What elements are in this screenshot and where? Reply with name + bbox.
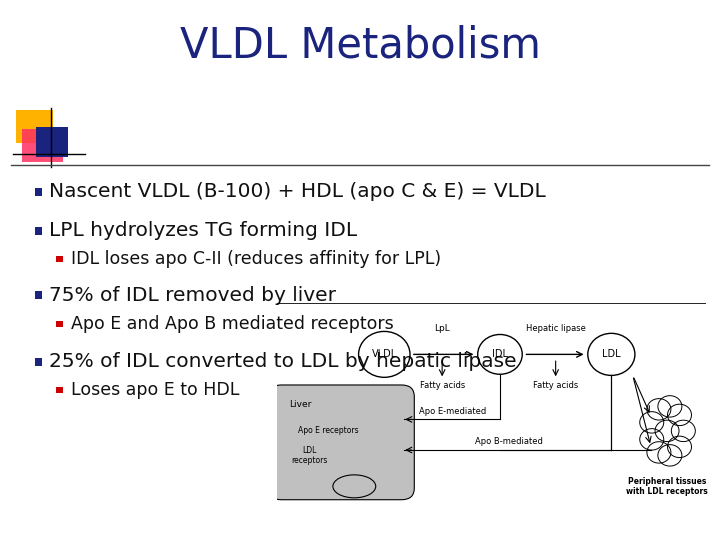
FancyBboxPatch shape bbox=[269, 385, 414, 500]
Text: Hepatic lipase: Hepatic lipase bbox=[526, 325, 585, 333]
Text: Fatty acids: Fatty acids bbox=[420, 381, 464, 390]
Text: IDL loses apo C-II (reduces affinity for LPL): IDL loses apo C-II (reduces affinity for… bbox=[71, 250, 441, 268]
FancyBboxPatch shape bbox=[56, 321, 63, 327]
Text: 25% of IDL converted to LDL by hepatic lipase: 25% of IDL converted to LDL by hepatic l… bbox=[49, 352, 516, 372]
Text: Apo B-mediated: Apo B-mediated bbox=[474, 437, 542, 446]
FancyBboxPatch shape bbox=[35, 358, 42, 366]
FancyBboxPatch shape bbox=[56, 387, 63, 393]
Text: Peripheral tissues
with LDL receptors: Peripheral tissues with LDL receptors bbox=[626, 477, 708, 496]
Text: LDL: LDL bbox=[602, 349, 621, 360]
Text: Nascent VLDL (B-100) + HDL (apo C & E) = VLDL: Nascent VLDL (B-100) + HDL (apo C & E) =… bbox=[49, 182, 546, 201]
Ellipse shape bbox=[333, 475, 376, 498]
FancyBboxPatch shape bbox=[16, 110, 53, 143]
FancyBboxPatch shape bbox=[56, 256, 63, 262]
Text: VLDL: VLDL bbox=[372, 349, 397, 360]
FancyBboxPatch shape bbox=[36, 127, 68, 157]
Text: LPL hydrolyzes TG forming IDL: LPL hydrolyzes TG forming IDL bbox=[49, 221, 357, 240]
FancyBboxPatch shape bbox=[35, 188, 42, 195]
Text: VLDL Metabolism: VLDL Metabolism bbox=[179, 24, 541, 66]
FancyBboxPatch shape bbox=[35, 292, 42, 299]
Text: Apo E and Apo B mediated receptors: Apo E and Apo B mediated receptors bbox=[71, 315, 393, 333]
Text: Fatty acids: Fatty acids bbox=[533, 381, 578, 390]
Text: Apo E receptors: Apo E receptors bbox=[298, 427, 359, 435]
Text: Loses apo E to HDL: Loses apo E to HDL bbox=[71, 381, 239, 399]
Text: 75% of IDL removed by liver: 75% of IDL removed by liver bbox=[49, 286, 336, 305]
Text: Apo E-mediated: Apo E-mediated bbox=[419, 407, 487, 416]
Text: Liver: Liver bbox=[289, 400, 312, 409]
Text: IDL: IDL bbox=[492, 349, 508, 360]
Text: LpL: LpL bbox=[434, 325, 450, 333]
FancyBboxPatch shape bbox=[35, 227, 42, 234]
FancyBboxPatch shape bbox=[22, 129, 63, 162]
Text: LDL
receptors: LDL receptors bbox=[291, 446, 328, 465]
